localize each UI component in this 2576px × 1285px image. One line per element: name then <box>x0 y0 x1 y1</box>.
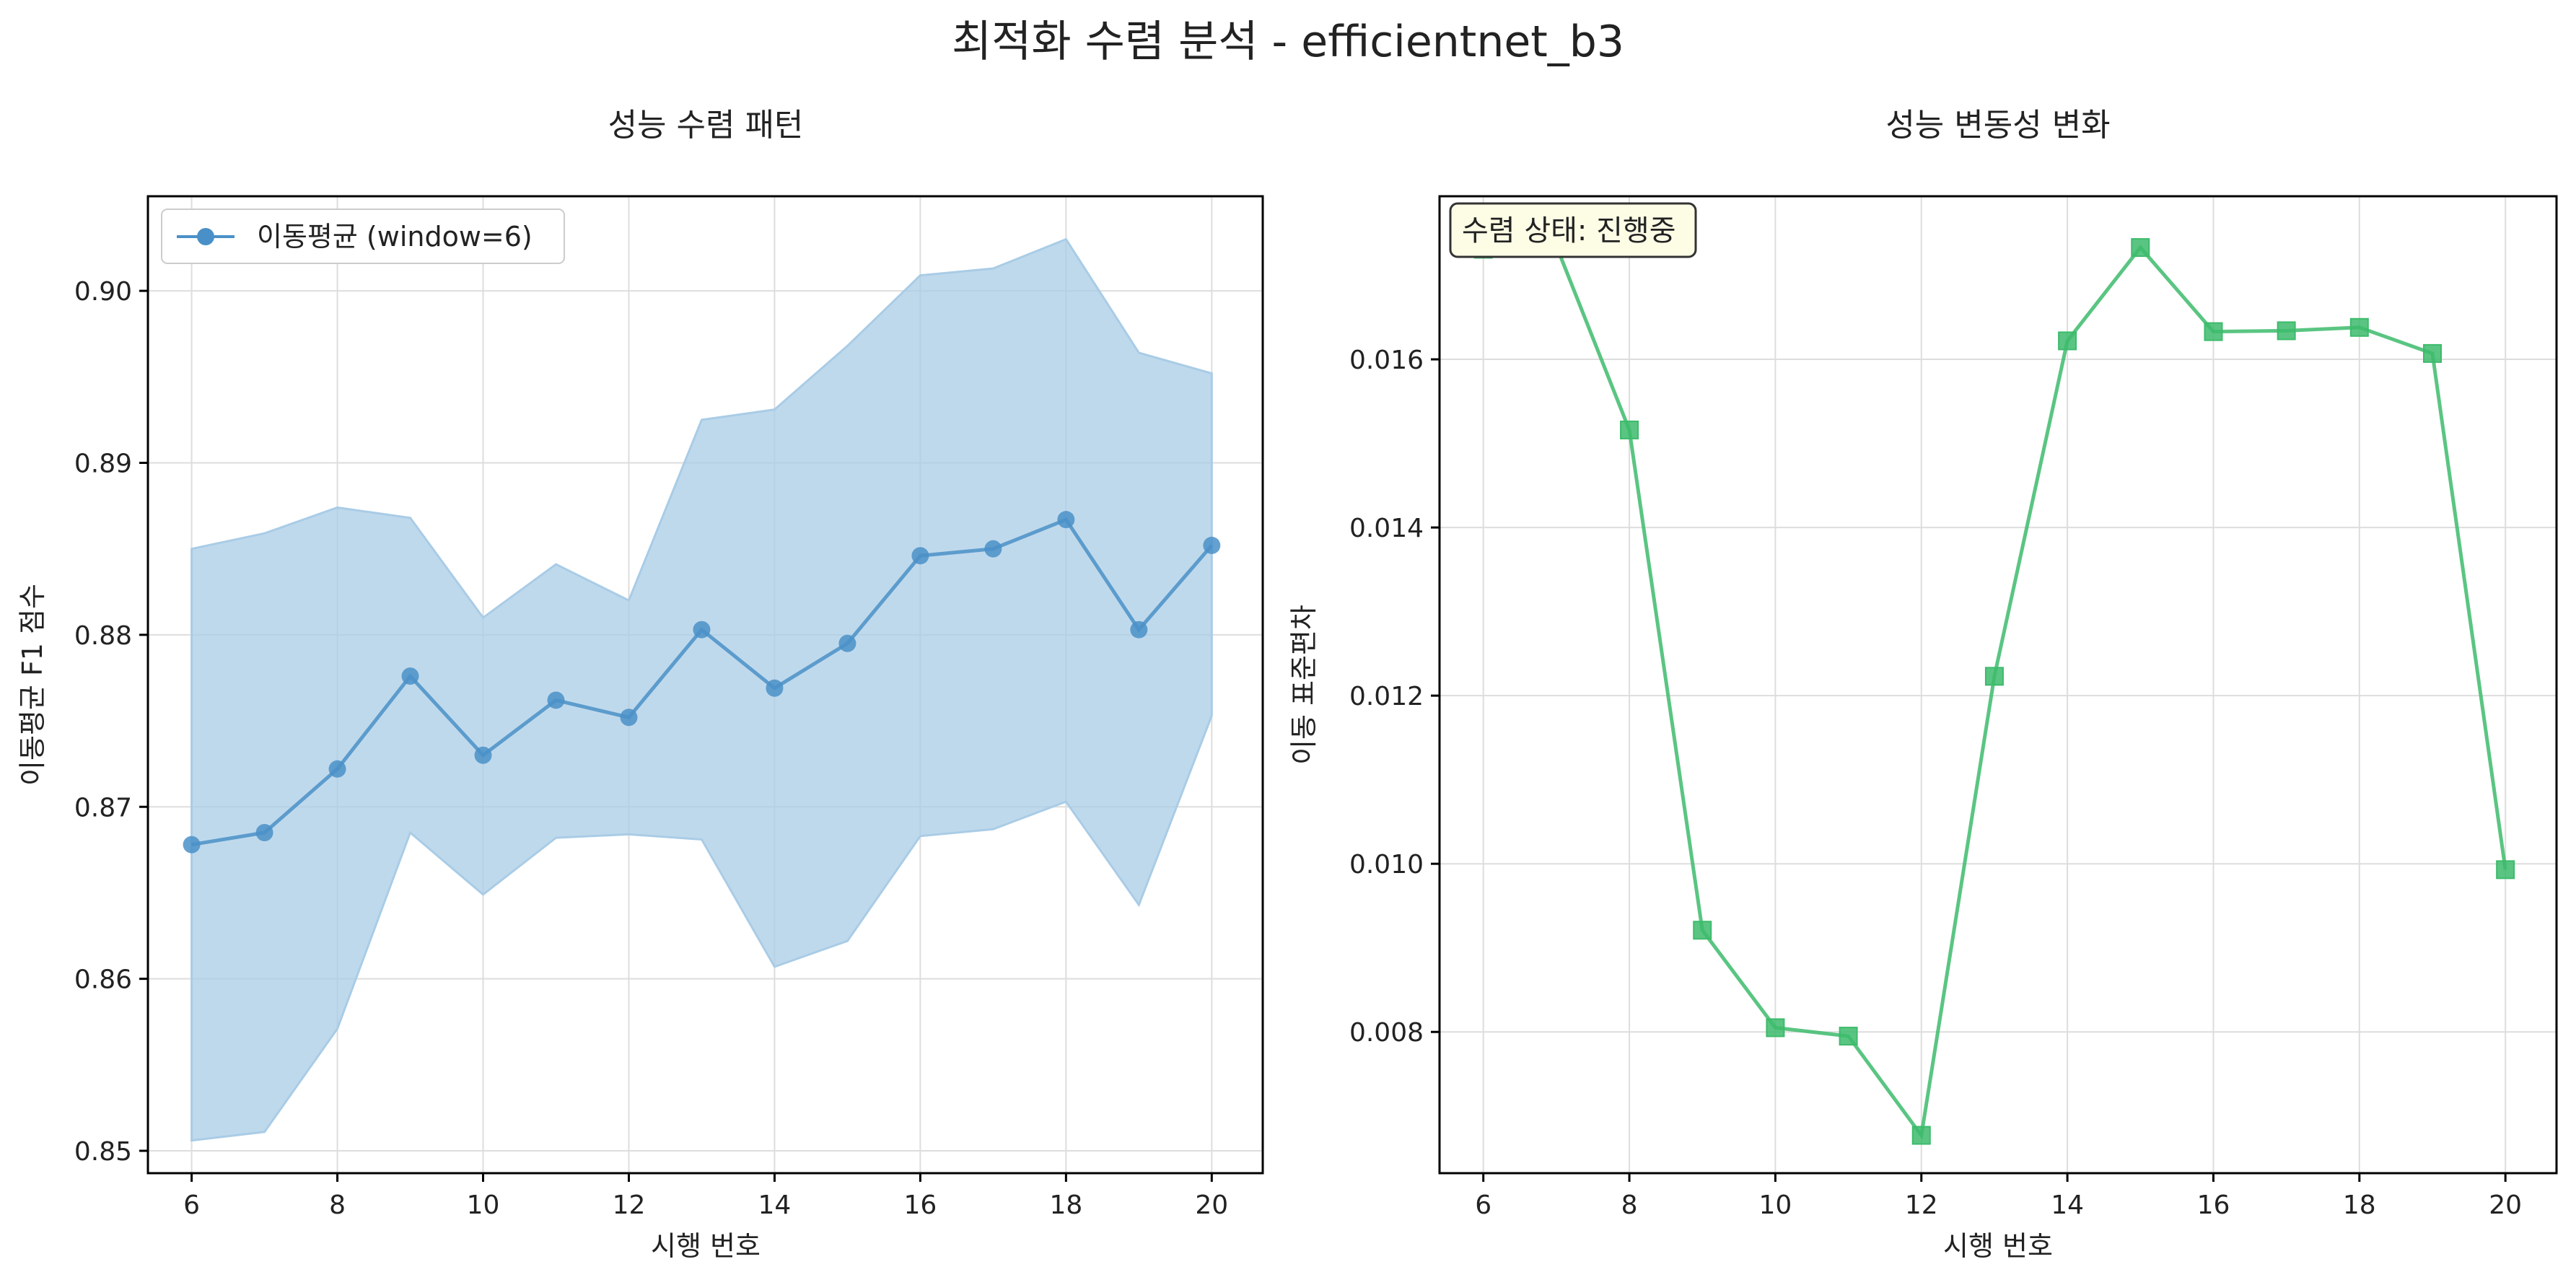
left-chart-title: 성능 수렴 패턴 <box>608 107 804 144</box>
data-point <box>620 709 638 727</box>
right-y-axis-label: 이동 표준편차 <box>1288 605 1320 765</box>
legend-marker-swatch <box>197 228 214 245</box>
left-x-tick-label: 12 <box>613 1190 646 1220</box>
data-point <box>693 620 711 639</box>
right-y-tick-label: 0.014 <box>1349 514 1424 543</box>
left-y-tick-label: 0.86 <box>74 965 132 995</box>
right-series <box>1473 236 2515 1145</box>
right-plot-frame <box>1438 195 2558 1175</box>
data-point <box>1911 1126 1931 1145</box>
legend-label: 이동평균 (window=6) <box>257 221 533 253</box>
left-y-axis-label: 이동평균 F1 점수 <box>17 584 48 786</box>
status-box <box>1449 202 1697 258</box>
data-point <box>328 760 346 778</box>
data-point <box>255 824 273 842</box>
right-x-tick-label: 14 <box>2051 1190 2084 1220</box>
left-x-tick-label: 14 <box>758 1190 792 1220</box>
data-point <box>1057 511 1075 529</box>
left-y-tick-label: 0.88 <box>74 621 132 651</box>
left-y-tick-label: 0.89 <box>74 449 132 478</box>
right-grid <box>1440 196 2557 1173</box>
data-point <box>1620 420 1639 439</box>
left-x-tick-label: 6 <box>183 1190 200 1220</box>
data-point <box>1839 1027 1858 1046</box>
data-point <box>2204 322 2223 341</box>
data-point <box>911 547 929 565</box>
right-y-tick-label: 0.008 <box>1349 1018 1424 1048</box>
left-x-tick-label: 10 <box>467 1190 500 1220</box>
confidence-band <box>190 237 1213 1142</box>
left-y-tick-label: 0.85 <box>74 1137 132 1167</box>
left-x-axis-label: 시행 번호 <box>651 1230 761 1262</box>
left-series <box>183 511 1221 854</box>
data-point <box>1693 921 1712 940</box>
left-x-tick-label: 8 <box>329 1190 346 1220</box>
legend-box <box>161 209 565 264</box>
data-point <box>2349 317 2369 337</box>
left-band <box>190 237 1213 1142</box>
status-text: 수렴 상태: 진행중 <box>1462 214 1676 247</box>
data-point <box>2058 331 2077 351</box>
right-series-line <box>1483 244 2507 1140</box>
right-chart-title: 성능 변동성 변화 <box>1885 107 2110 144</box>
data-point <box>984 540 1002 558</box>
data-point <box>2423 343 2442 363</box>
left-chart: 성능 수렴 패턴 6 8 10 12 14 16 18 20 0.85 0.86 0.87 0.88 0… <box>17 107 1264 1262</box>
right-x-tick-label: 16 <box>2197 1190 2230 1220</box>
right-y-tick-label: 0.016 <box>1349 346 1424 375</box>
left-x-tick-label: 16 <box>903 1190 937 1220</box>
status-annotation: 수렴 상태: 진행중 <box>1449 202 1697 258</box>
right-x-tick-label: 8 <box>1621 1190 1638 1220</box>
left-ticks: 6 8 10 12 14 16 18 20 0.85 0.86 0.87 0.88 0.89 0.90 <box>74 277 1228 1220</box>
left-x-tick-label: 20 <box>1195 1190 1228 1220</box>
data-point <box>1766 1018 1785 1038</box>
data-point <box>838 634 857 652</box>
data-point <box>547 691 565 709</box>
right-x-axis-label: 시행 번호 <box>1943 1230 2053 1262</box>
data-point <box>474 746 492 764</box>
left-plot-frame <box>146 195 1264 1175</box>
right-y-tick-label: 0.010 <box>1349 850 1424 880</box>
data-point <box>1984 667 2004 686</box>
data-point <box>2131 238 2150 258</box>
right-chart: 성능 변동성 변화 6 8 10 12 14 16 18 20 0.008 0.010 0.012 0… <box>1288 107 2558 1262</box>
right-x-tick-label: 10 <box>1759 1190 1792 1220</box>
data-point <box>183 836 201 854</box>
right-y-tick-label: 0.012 <box>1349 682 1424 711</box>
left-x-tick-label: 18 <box>1049 1190 1082 1220</box>
right-x-tick-label: 6 <box>1475 1190 1491 1220</box>
right-ticks: 6 8 10 12 14 16 18 20 0.008 0.010 0.012 0.014 0.016 <box>1349 346 2522 1220</box>
left-legend: 이동평균 (window=6) <box>161 209 565 264</box>
data-point <box>401 667 419 685</box>
figure-title: 최적화 수렴 분석 - efficientnet_b3 <box>952 17 1624 67</box>
data-point <box>2277 321 2296 341</box>
right-x-tick-label: 18 <box>2343 1190 2376 1220</box>
data-point <box>1203 536 1221 554</box>
data-point <box>1130 620 1148 639</box>
left-y-tick-label: 0.90 <box>74 277 132 307</box>
left-y-tick-label: 0.87 <box>74 793 132 823</box>
right-x-tick-label: 20 <box>2489 1190 2522 1220</box>
right-x-tick-label: 12 <box>1905 1190 1938 1220</box>
data-point <box>2496 860 2515 880</box>
data-point <box>766 679 784 697</box>
